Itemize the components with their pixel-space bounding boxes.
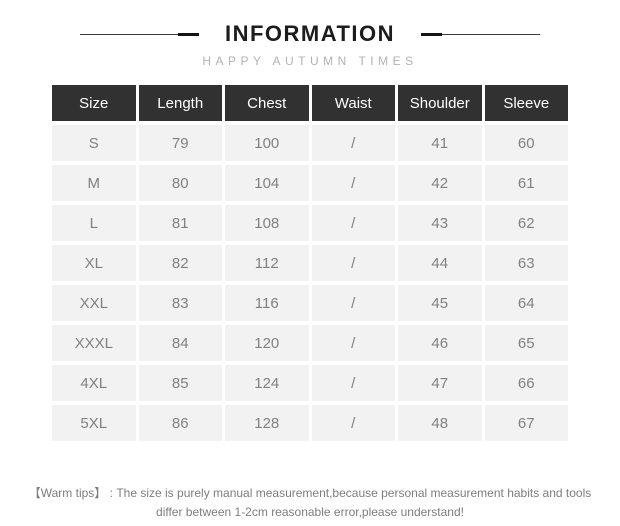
measurement-cell: 63 xyxy=(484,245,568,281)
measurement-cell: 48 xyxy=(398,405,482,441)
left-thin-rule xyxy=(79,33,178,35)
measurement-cell: 46 xyxy=(398,325,482,361)
measurement-cell: 60 xyxy=(484,125,568,161)
measurement-cell: / xyxy=(311,165,395,201)
column-header-chest: Chest xyxy=(225,85,309,121)
measurement-cell: 45 xyxy=(398,285,482,321)
measurement-cell: 108 xyxy=(225,205,309,241)
right-thin-rule xyxy=(442,33,541,35)
size-table: Size Length Chest Waist Shoulder Sleeve S 79 100… xyxy=(52,85,568,441)
column-header-size: Size xyxy=(52,85,136,121)
measurement-cell: 79 xyxy=(138,125,222,161)
size-label-cell: S xyxy=(52,125,136,161)
measurement-cell: 86 xyxy=(138,405,222,441)
size-label-cell: XL xyxy=(52,245,136,281)
measurement-cell: 112 xyxy=(225,245,309,281)
measurement-cell: 67 xyxy=(484,405,568,441)
size-label-cell: 4XL xyxy=(52,365,136,401)
measurement-cell: 81 xyxy=(138,205,222,241)
measurement-cell: / xyxy=(311,405,395,441)
warm-tips-separator: : xyxy=(106,486,117,500)
measurement-cell: 83 xyxy=(138,285,222,321)
measurement-cell: 104 xyxy=(225,165,309,201)
measurement-cell: 80 xyxy=(138,165,222,201)
measurement-cell: 43 xyxy=(398,205,482,241)
warm-tips-line-2: differ between 1-2cm reasonable error,pl… xyxy=(156,505,464,520)
size-label-cell: L xyxy=(52,205,136,241)
measurement-cell: 128 xyxy=(225,405,309,441)
measurement-cell: / xyxy=(311,245,395,281)
measurement-cell: 124 xyxy=(225,365,309,401)
column-header-length: Length xyxy=(138,85,222,121)
info-header: INFORMATION HAPPY AUTUMN TIMES xyxy=(0,0,620,68)
measurement-cell: 62 xyxy=(484,205,568,241)
measurement-cell: / xyxy=(311,285,395,321)
measurement-cell: 41 xyxy=(398,125,482,161)
page-title: INFORMATION xyxy=(224,21,396,46)
right-dash-rule xyxy=(421,32,443,36)
warm-tips: 【Warm tips】 : The size is purely manual … xyxy=(0,484,620,522)
measurement-cell: 66 xyxy=(484,365,568,401)
size-label-cell: M xyxy=(52,165,136,201)
measurement-cell: 84 xyxy=(138,325,222,361)
size-label-cell: XXL xyxy=(52,285,136,321)
size-label-cell: 5XL xyxy=(52,405,136,441)
measurement-cell: 100 xyxy=(225,125,309,161)
size-label-cell: XXXL xyxy=(52,325,136,361)
page-subtitle: HAPPY AUTUMN TIMES xyxy=(202,54,418,68)
measurement-cell: 65 xyxy=(484,325,568,361)
measurement-cell: / xyxy=(311,325,395,361)
left-dash-rule xyxy=(177,32,199,36)
warm-tips-line-1: 【Warm tips】 : The size is purely manual … xyxy=(0,484,620,503)
measurement-cell: 82 xyxy=(138,245,222,281)
measurement-cell: 42 xyxy=(398,165,482,201)
column-header-shoulder: Shoulder xyxy=(398,85,482,121)
warm-tips-text-1: The size is purely manual measurement,be… xyxy=(116,486,592,500)
measurement-cell: 116 xyxy=(225,285,309,321)
measurement-cell: / xyxy=(311,365,395,401)
measurement-cell: 61 xyxy=(484,165,568,201)
measurement-cell: 44 xyxy=(398,245,482,281)
column-header-waist: Waist xyxy=(311,85,395,121)
measurement-cell: / xyxy=(311,125,395,161)
warm-tips-label: 【Warm tips】 xyxy=(28,486,107,500)
measurement-cell: 47 xyxy=(398,365,482,401)
column-header-sleeve: Sleeve xyxy=(484,85,568,121)
title-ornament: INFORMATION xyxy=(0,20,620,48)
measurement-cell: 64 xyxy=(484,285,568,321)
measurement-cell: 85 xyxy=(138,365,222,401)
measurement-cell: / xyxy=(311,205,395,241)
measurement-cell: 120 xyxy=(225,325,309,361)
